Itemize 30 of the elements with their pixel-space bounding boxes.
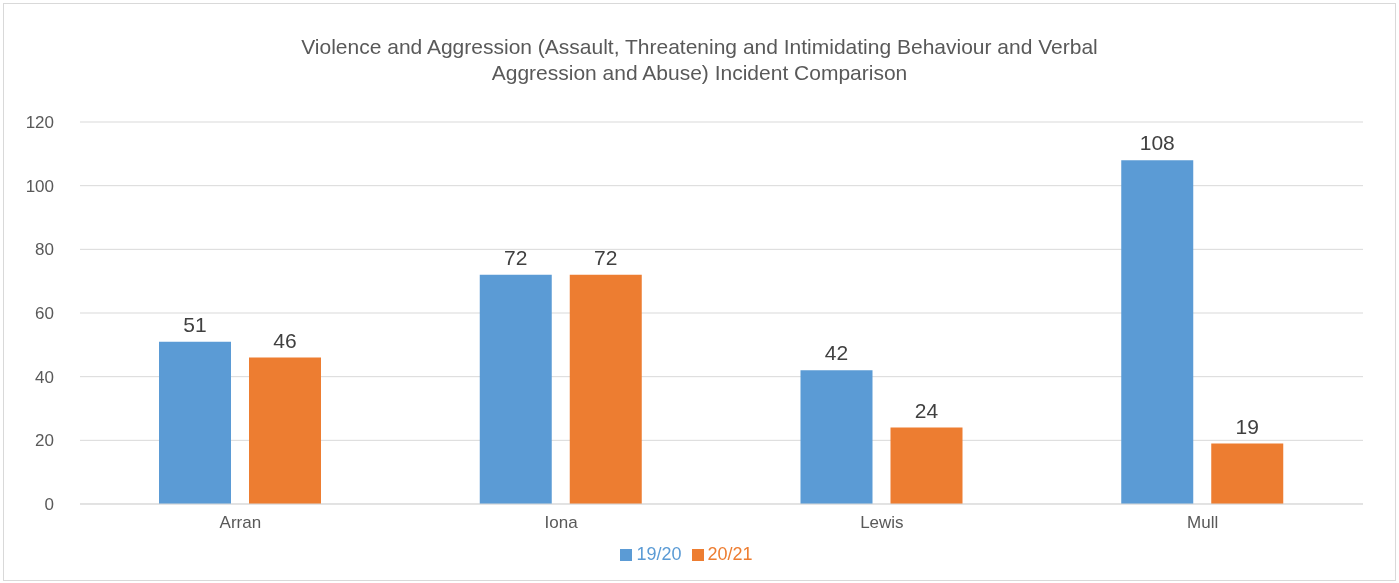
y-tick-label: 0 xyxy=(44,495,54,515)
x-tick-label: Lewis xyxy=(860,513,904,533)
data-label: 24 xyxy=(914,398,939,422)
chart-title: Violence and Aggression (Assault, Threatening and Intimidating Behaviour and Verbal Aggression and Abuse) Incident Comparison xyxy=(300,34,1099,86)
bar xyxy=(1211,443,1284,504)
bar xyxy=(800,370,873,504)
data-label: 72 xyxy=(594,245,618,269)
data-label: 108 xyxy=(1139,131,1175,155)
y-tick-label: 80 xyxy=(35,240,54,260)
x-tick-label: Iona xyxy=(544,513,579,533)
x-tick-label: Mull xyxy=(1187,513,1219,533)
bar xyxy=(1121,160,1194,504)
bar xyxy=(569,274,642,504)
y-tick-label: 20 xyxy=(35,431,54,451)
y-tick-label: 100 xyxy=(25,176,54,196)
data-label: 51 xyxy=(183,312,207,336)
legend-label: 20/21 xyxy=(707,544,753,564)
bar xyxy=(249,357,321,504)
y-tick-label: 40 xyxy=(35,367,54,387)
legend-label: 19/20 xyxy=(636,544,682,564)
x-tick-label: Arran xyxy=(219,513,262,533)
y-tick-label: 120 xyxy=(25,113,54,133)
data-label: 72 xyxy=(504,245,528,269)
bar xyxy=(890,427,963,504)
bar xyxy=(159,341,231,504)
data-label: 46 xyxy=(273,328,297,352)
data-label: 19 xyxy=(1235,414,1259,438)
bar xyxy=(479,274,552,504)
y-tick-label: 60 xyxy=(35,304,54,324)
data-label: 42 xyxy=(824,341,849,365)
